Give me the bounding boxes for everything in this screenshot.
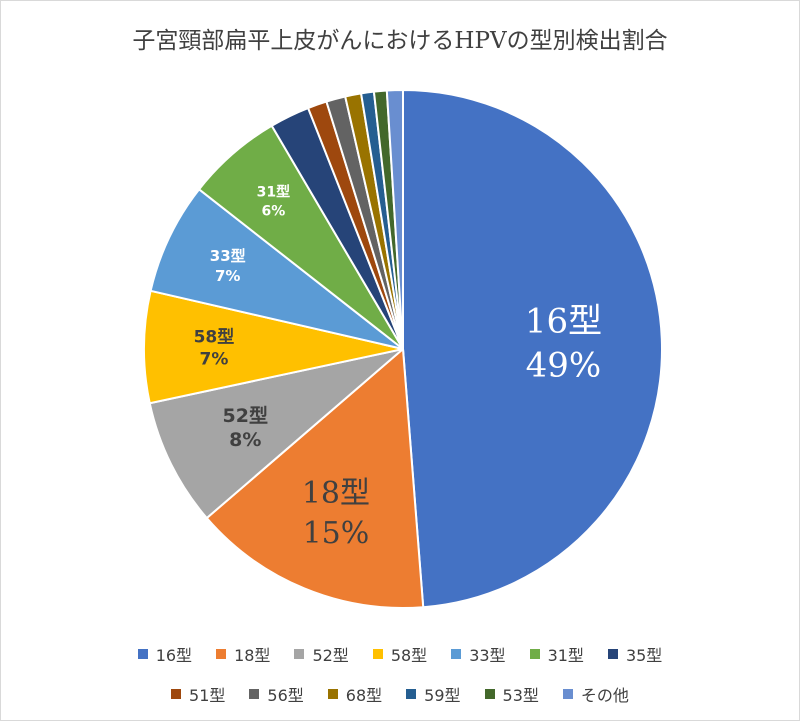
legend-label: 59型	[424, 686, 461, 705]
data-label-category-1: 16型	[525, 302, 602, 342]
pie-slice-3	[148, 348, 404, 520]
legend-label: 18型	[234, 646, 271, 665]
data-label-percent-1: 49%	[526, 346, 602, 386]
legend-item-2: 18型	[216, 642, 270, 666]
legend-item-9: 56型	[249, 682, 304, 706]
data-label-category-5: 33型	[210, 247, 246, 265]
chart-title: 子宮頸部扁平上皮がんにおけるHPVの型別検出割合	[132, 28, 668, 54]
legend-label: 33型	[469, 646, 506, 665]
legend-swatch	[294, 649, 305, 659]
legend-label: その他	[580, 686, 629, 705]
data-label-percent-5: 7%	[215, 267, 240, 285]
data-label-percent-6: 6%	[261, 203, 285, 219]
legend-label: 68型	[345, 686, 383, 705]
data-label-category-3: 52型	[223, 404, 268, 427]
legend-swatch	[451, 649, 462, 659]
legend-label: 53型	[502, 686, 539, 705]
legend-label: 52型	[312, 646, 349, 665]
legend-item-3: 52型	[294, 642, 349, 666]
legend-swatch	[137, 649, 148, 659]
legend-swatch	[562, 689, 573, 699]
pie-slice-2	[205, 346, 425, 609]
legend-item-11: 59型	[406, 682, 461, 706]
legend-item-1: 16型	[137, 642, 193, 666]
legend-item-10: 68型	[327, 682, 383, 706]
data-label-percent-4: 7%	[199, 350, 228, 370]
legend-swatch	[529, 649, 540, 659]
legend-item-6: 31型	[529, 642, 584, 666]
legend-row-1: 16型 18型 52型 58型 33型 31型 35型	[1, 642, 799, 666]
legend-swatch	[171, 689, 182, 699]
legend-swatch	[406, 689, 417, 699]
data-label-percent-3: 8%	[229, 429, 261, 451]
data-label-percent-2: 15%	[303, 516, 370, 551]
pie-slice-1	[402, 88, 663, 609]
legend-label: 35型	[625, 646, 663, 665]
legend-item-5: 33型	[451, 642, 506, 666]
legend-label: 16型	[155, 646, 193, 665]
legend-label: 56型	[267, 686, 304, 705]
pie-slice-4	[143, 289, 404, 405]
pie-slice-5	[149, 187, 404, 350]
data-label-category-4: 58型	[194, 327, 235, 348]
legend-swatch	[484, 689, 495, 699]
legend-label: 58型	[390, 646, 428, 665]
legend-label: 51型	[189, 686, 226, 705]
legend-item-8: 51型	[171, 682, 225, 706]
legend-swatch	[372, 649, 383, 659]
data-label-category-2: 18型	[302, 476, 370, 511]
legend-swatch	[216, 649, 227, 659]
legend-item-13: その他	[562, 682, 629, 706]
legend-item-7: 35型	[607, 642, 663, 666]
legend-item-4: 58型	[372, 642, 428, 666]
legend-row-2: 51型 56型 68型 59型 53型 その他	[1, 682, 799, 706]
pie-slice-13	[385, 88, 404, 350]
legend-swatch	[249, 689, 260, 699]
legend-swatch	[327, 689, 338, 699]
data-label-category-6: 31型	[257, 183, 290, 200]
legend-swatch	[607, 649, 618, 659]
legend-label: 31型	[547, 646, 584, 665]
legend-item-12: 53型	[484, 682, 539, 706]
